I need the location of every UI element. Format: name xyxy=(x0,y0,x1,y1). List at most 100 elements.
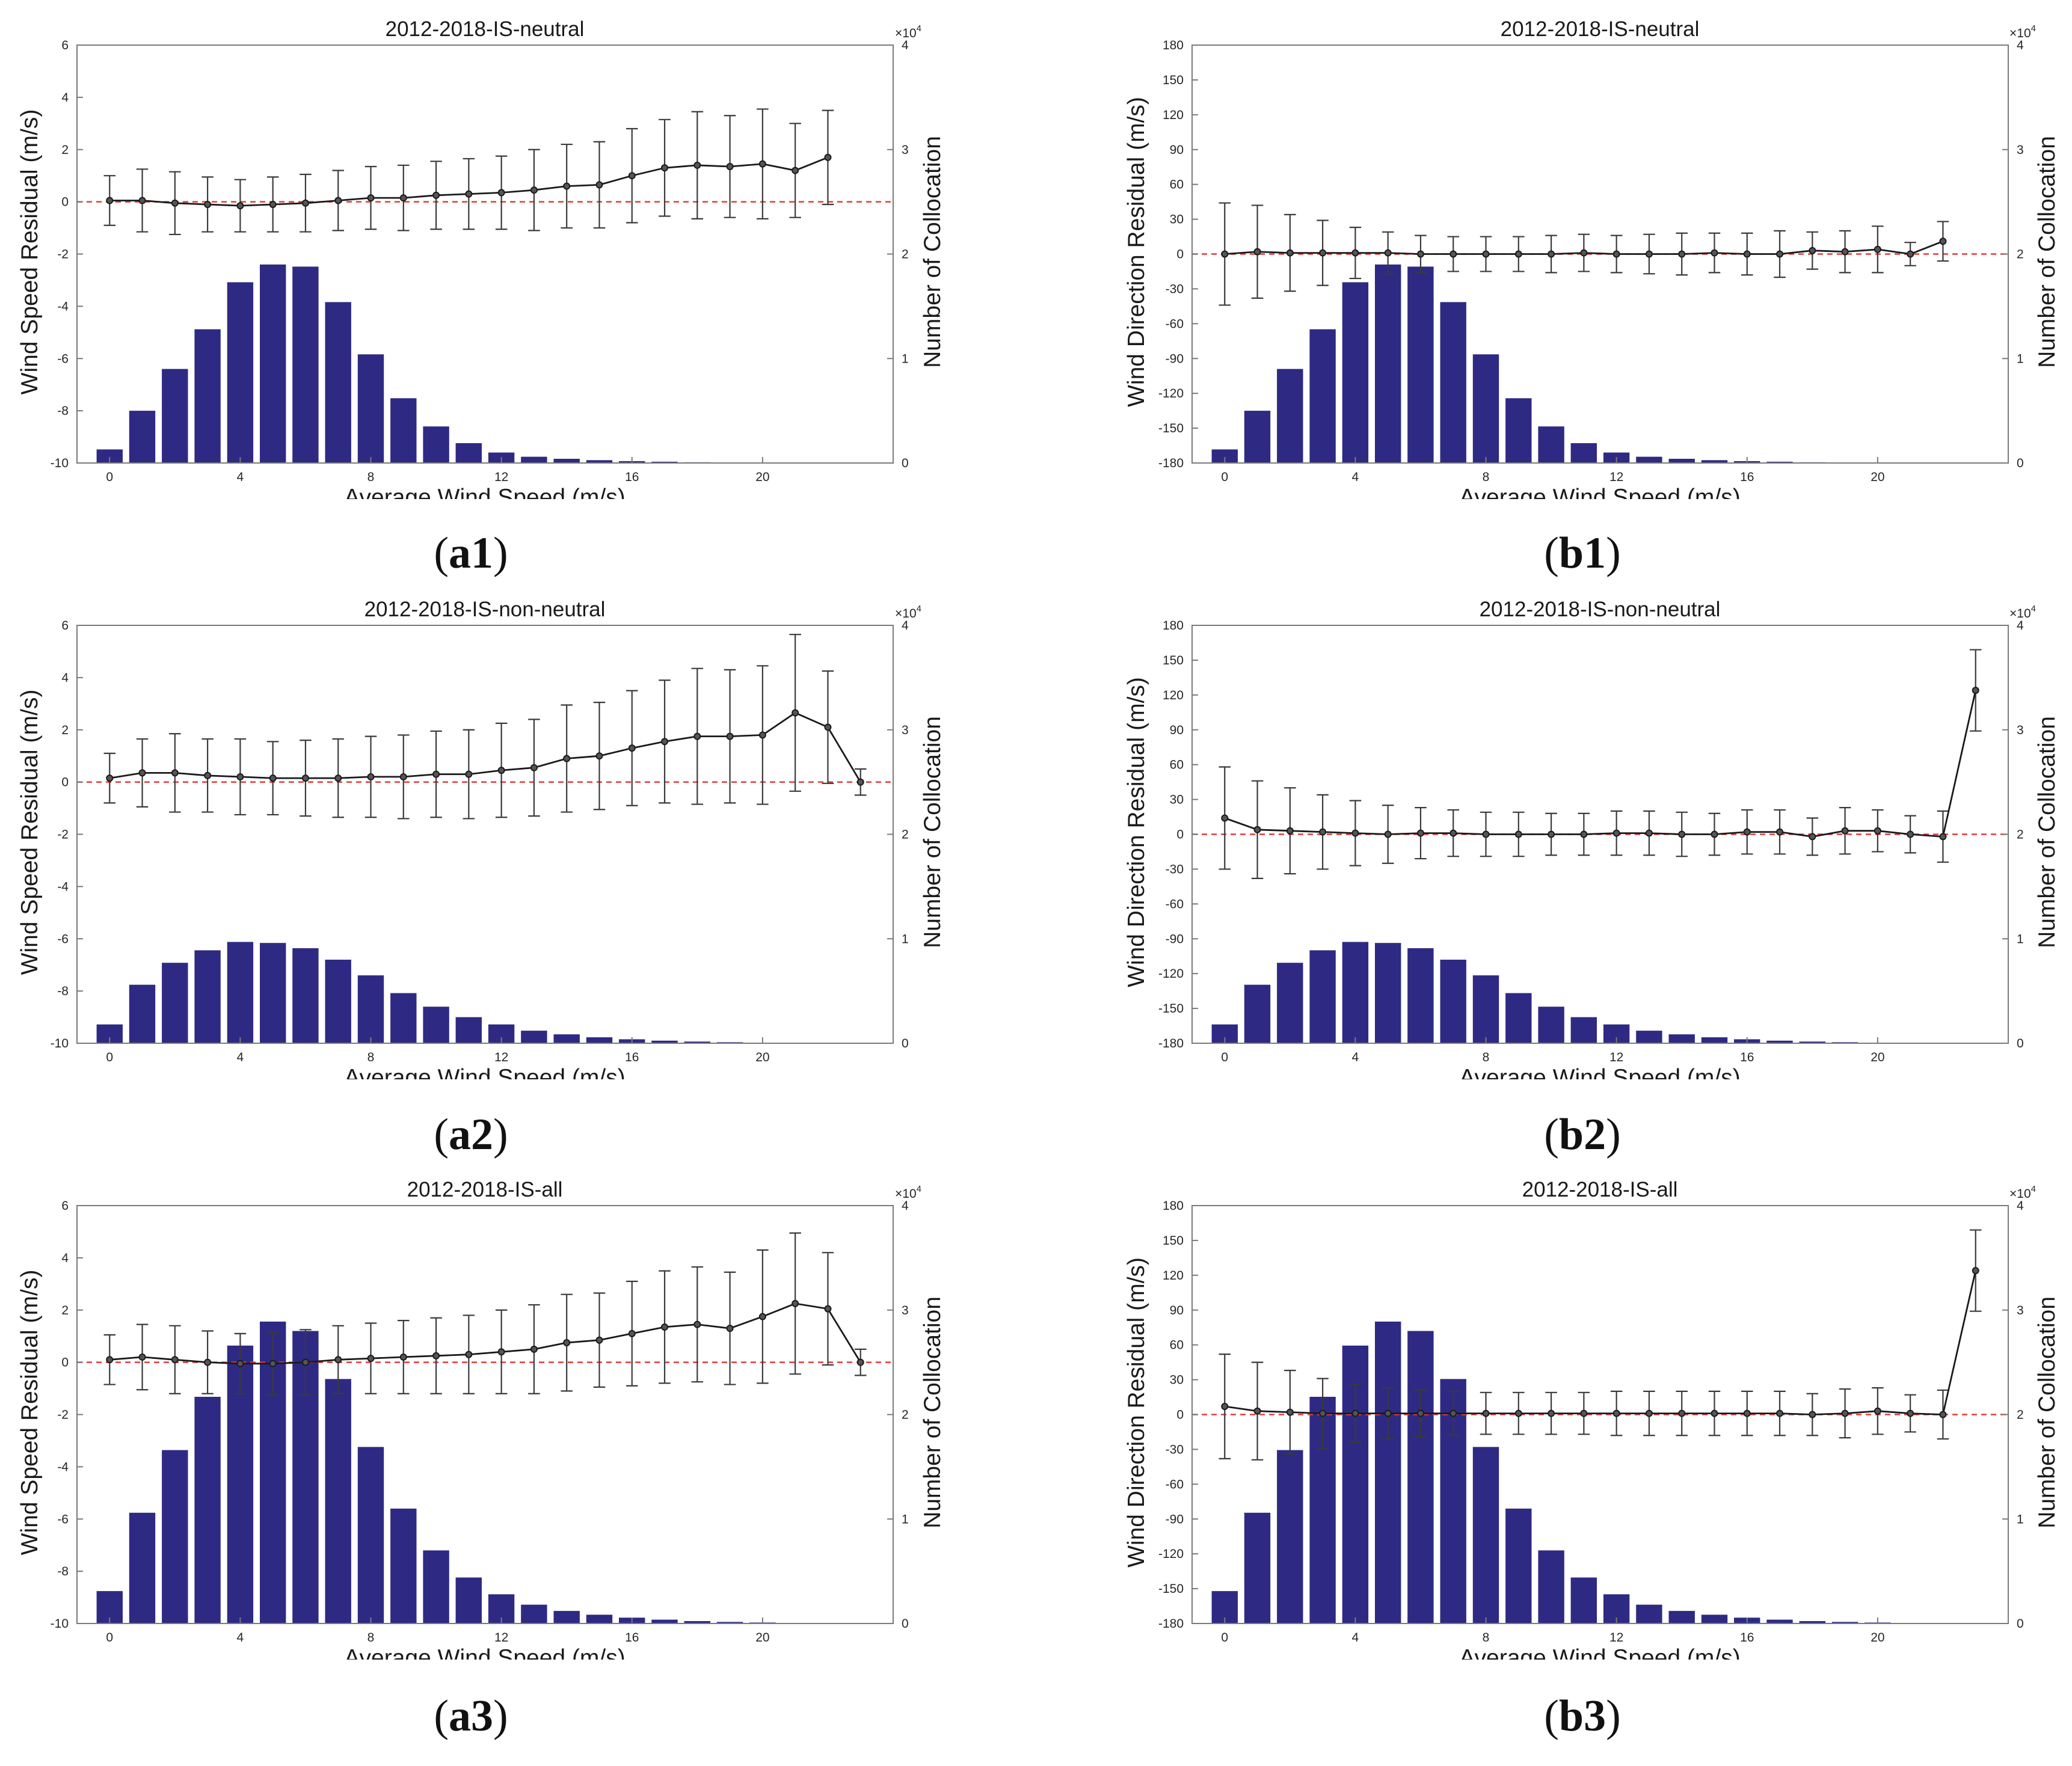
data-point xyxy=(1253,826,1261,833)
data-point xyxy=(106,197,114,204)
caption-b2: (b2) xyxy=(1544,1110,1621,1159)
bar xyxy=(521,1031,547,1043)
data-point xyxy=(106,1356,114,1364)
x-tick-label: 8 xyxy=(1483,1631,1490,1645)
y-tick-label: 2 xyxy=(61,143,69,157)
x-axis-label: Average Wind Speed (m/s) xyxy=(344,485,626,499)
data-point xyxy=(1874,827,1881,835)
y-tick-label: 2 xyxy=(61,1304,69,1317)
bar xyxy=(1636,1604,1662,1623)
y2-tick-label: 2 xyxy=(2017,248,2024,262)
y-tick-label: -2 xyxy=(57,828,69,842)
bar xyxy=(390,1508,417,1623)
data-point xyxy=(432,770,440,778)
bar xyxy=(390,398,417,463)
data-point xyxy=(1319,249,1327,257)
data-point xyxy=(1645,250,1653,258)
data-point xyxy=(661,164,669,172)
bar xyxy=(194,329,221,463)
bar xyxy=(716,1622,743,1623)
y-tick-label: -4 xyxy=(57,1460,69,1474)
chart-title: 2012-2018-IS-non-neutral xyxy=(1480,598,1721,621)
y-tick-label: 180 xyxy=(1163,38,1184,52)
chart-a1: 2012-2018-IS-neutral Average Wind Speed … xyxy=(17,17,945,499)
data-point xyxy=(432,191,440,199)
y-axis-ticks: -180 -150 -120 -90 -60 -30 0 30 60 90 120 150 180 xyxy=(1158,38,1198,470)
bar xyxy=(1472,975,1499,1043)
y-axis-label: Wind Speed Residual (m/s) xyxy=(17,690,43,975)
data-point xyxy=(1319,828,1327,836)
mean-line xyxy=(1224,690,1977,838)
bar xyxy=(1668,1034,1695,1043)
data-point xyxy=(595,181,603,189)
bar xyxy=(1538,1550,1564,1623)
data-point xyxy=(399,1353,407,1361)
x-tick-label: 0 xyxy=(1221,1631,1228,1645)
x-axis-label: Average Wind Speed (m/s) xyxy=(1459,485,1741,499)
bar xyxy=(1538,1007,1564,1043)
data-point xyxy=(1548,250,1555,258)
bar xyxy=(1505,993,1532,1043)
x-axis-ticks: 0 4 8 12 16 20 xyxy=(1221,457,1885,484)
x-axis-label: Average Wind Speed (m/s) xyxy=(1459,1645,1741,1660)
data-point xyxy=(693,161,701,169)
data-point xyxy=(563,182,571,190)
data-point xyxy=(1319,1409,1327,1417)
y-tick-label: 90 xyxy=(1170,1304,1184,1317)
y-tick-label: -30 xyxy=(1166,1443,1184,1456)
chart-b2: 2012-2018-IS-non-neutral Average Wind Sp… xyxy=(1124,598,2060,1079)
bar xyxy=(1538,426,1564,463)
bar xyxy=(292,266,319,463)
bar xyxy=(260,943,286,1043)
bar xyxy=(586,460,613,463)
bar-series xyxy=(96,942,874,1043)
y2-tick-label: 4 xyxy=(2017,38,2024,52)
y-tick-label: -150 xyxy=(1158,1002,1184,1016)
caption-a3: (a3) xyxy=(434,1691,508,1741)
data-point xyxy=(1711,830,1718,838)
x-tick-label: 16 xyxy=(625,1050,639,1064)
y-tick-label: 60 xyxy=(1170,758,1184,772)
x-tick-label: 20 xyxy=(1871,1631,1884,1645)
bar xyxy=(553,1034,580,1043)
bar xyxy=(455,443,482,463)
y2-axis-ticks: 0 1 2 3 4 xyxy=(887,38,909,470)
bar xyxy=(1342,282,1369,463)
bar xyxy=(1766,1040,1793,1043)
x-tick-label: 0 xyxy=(1221,1050,1228,1064)
y-tick-label: 180 xyxy=(1163,619,1184,633)
data-point xyxy=(628,172,636,180)
y-tick-label: -90 xyxy=(1166,1512,1184,1526)
mean-line xyxy=(109,711,861,783)
bar-series xyxy=(96,1321,874,1623)
y2-tick-label: 1 xyxy=(902,352,909,366)
x-tick-label: 16 xyxy=(625,470,639,484)
y-tick-label: 60 xyxy=(1170,1338,1184,1352)
mean-line xyxy=(1225,1270,1977,1415)
bar xyxy=(1636,456,1662,463)
data-point xyxy=(1416,1409,1424,1417)
y2-exponent: ×104 xyxy=(895,604,921,621)
x-tick-label: 20 xyxy=(1871,470,1884,484)
bar xyxy=(1668,459,1695,463)
data-point xyxy=(726,732,734,740)
data-point xyxy=(138,769,146,777)
y2-tick-label: 0 xyxy=(902,1617,909,1631)
data-point xyxy=(1972,687,1979,694)
y-tick-label: 0 xyxy=(1176,828,1184,842)
data-point xyxy=(1939,833,1947,841)
data-point xyxy=(1384,830,1392,838)
bar xyxy=(390,993,417,1043)
bar xyxy=(1342,942,1369,1043)
y-axis-ticks: -180 -150 -120 -90 -60 -30 0 30 60 90 120 150 180 xyxy=(1158,619,1198,1050)
bar xyxy=(521,1604,547,1623)
x-tick-label: 8 xyxy=(367,1050,375,1064)
y-tick-label: -6 xyxy=(57,1512,69,1526)
bar xyxy=(1636,1031,1662,1043)
data-point xyxy=(1972,1267,1979,1275)
bar xyxy=(651,1040,678,1043)
data-point xyxy=(693,1320,701,1328)
bar xyxy=(423,1550,449,1623)
y-tick-label: 2 xyxy=(61,723,69,737)
y-tick-label: 120 xyxy=(1163,108,1184,122)
